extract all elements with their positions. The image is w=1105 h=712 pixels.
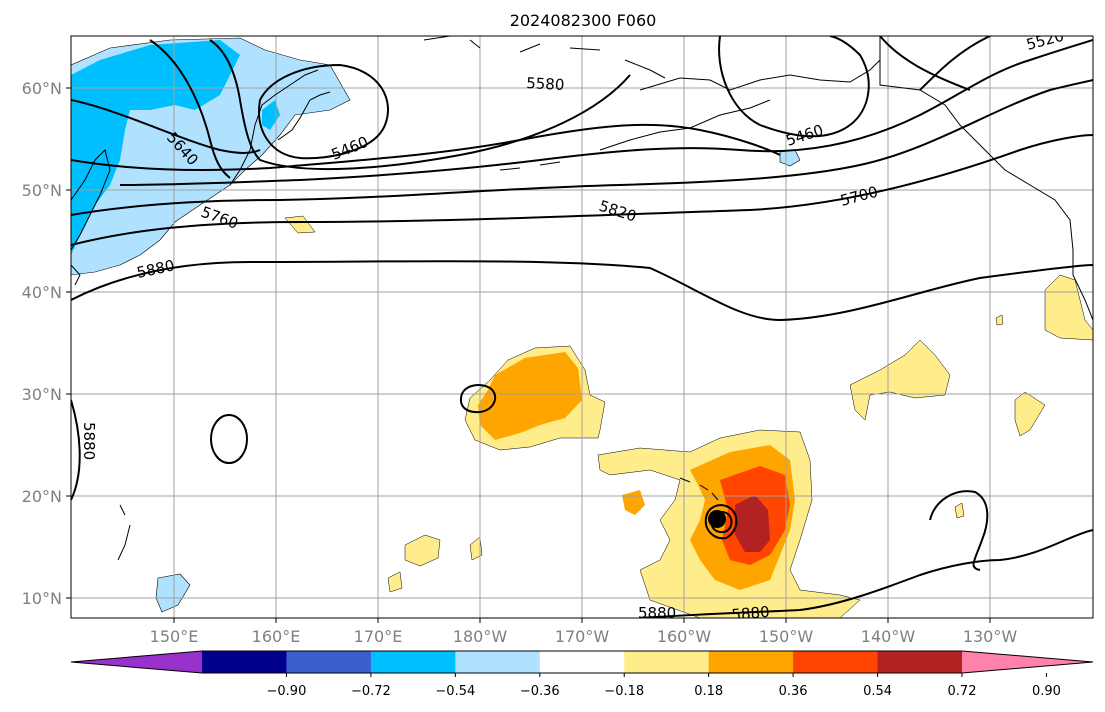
lat-label: 20°N	[22, 487, 62, 506]
lon-label: 130°W	[963, 627, 1018, 646]
colorbar-tick-label: −0.72	[351, 684, 391, 699]
map-title: 2024082300 F060	[510, 11, 657, 30]
colorbar-segment	[455, 651, 541, 673]
colorbar-tick-label: 0.90	[1032, 684, 1061, 699]
lon-label: 170°W	[555, 627, 610, 646]
colorbar-tick-label: 0.72	[948, 684, 977, 699]
lat-axis: 10°N 20°N 30°N 40°N 50°N 60°N	[22, 79, 71, 608]
colorbar-segment	[708, 651, 794, 673]
colorbar-tick-label: 0.54	[863, 684, 892, 699]
contour-label: 5880	[731, 603, 771, 624]
contour-label: 5580	[526, 74, 565, 94]
lon-label: 170°E	[354, 627, 403, 646]
lon-label: 160°W	[657, 627, 712, 646]
lat-label: 10°N	[22, 589, 62, 608]
lat-label: 50°N	[22, 181, 62, 200]
colorbar-segment	[624, 651, 710, 673]
lon-label: 140°W	[861, 627, 916, 646]
colorbar-segment	[877, 651, 963, 673]
colorbar-tick-label: 0.36	[779, 684, 808, 699]
lon-label: 160°E	[252, 627, 301, 646]
lon-axis: 150°E 160°E 170°E 180°W 170°W 160°W 150°…	[150, 618, 1018, 646]
colorbar-tick-label: 0.18	[694, 684, 723, 699]
lon-label: 150°E	[150, 627, 199, 646]
colorbar-outline	[70, 650, 1094, 674]
map-plot-area: 5520 5580 5460 5640 5460 5760 5820 5700 …	[71, 36, 1093, 624]
storm-center-dot	[708, 510, 726, 528]
colorbar-tick-label: −0.90	[267, 684, 307, 699]
colorbar-tick-label: −0.36	[520, 684, 560, 699]
colorbar-extend-low	[71, 651, 202, 673]
contour-label: 5880	[638, 604, 676, 622]
height-contours	[71, 36, 1093, 618]
lon-label: 180°W	[453, 627, 508, 646]
lat-label: 30°N	[22, 385, 62, 404]
colorbar-tick-label: −0.18	[604, 684, 644, 699]
colorbar-segment	[286, 651, 372, 673]
colorbar-segment	[370, 651, 456, 673]
colorbar: −0.90 −0.72 −0.54 −0.36 −0.18 0.18 0.36 0.54 0.7…	[70, 650, 1094, 699]
colorbar-segment	[202, 651, 287, 673]
lat-label: 40°N	[22, 283, 62, 302]
colorbar-segment	[539, 651, 625, 673]
lat-label: 60°N	[22, 79, 62, 98]
colorbar-segment	[793, 651, 879, 673]
lon-label: 150°W	[759, 627, 814, 646]
negative-anomaly-shading	[71, 37, 801, 613]
contour-label: 5880	[80, 422, 98, 460]
colorbar-tick-label: −0.54	[435, 684, 475, 699]
colorbar-extend-high	[962, 651, 1093, 673]
positive-anomaly-shading	[284, 215, 1093, 618]
